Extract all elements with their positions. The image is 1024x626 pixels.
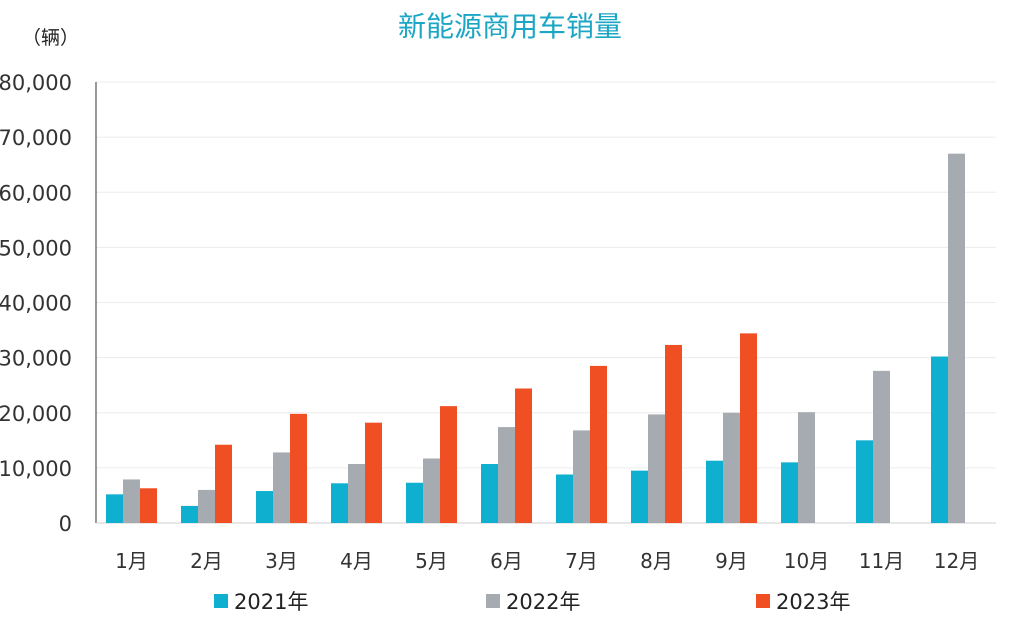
x-tick-label: 9月 (715, 549, 748, 573)
y-tick-label: 20,000 (0, 402, 72, 426)
x-tick-label: 2月 (190, 549, 223, 573)
bar (215, 444, 232, 523)
bar (573, 430, 590, 523)
y-tick-label: 70,000 (0, 126, 72, 150)
x-tick-label: 7月 (565, 549, 598, 573)
bar (631, 470, 648, 523)
bar (740, 333, 757, 523)
bar (723, 412, 740, 523)
x-tick-label: 11月 (859, 549, 904, 573)
legend-swatch (214, 594, 228, 608)
bar (273, 452, 290, 523)
y-tick-label: 80,000 (0, 71, 72, 95)
y-tick-label: 0 (59, 512, 72, 536)
bar (256, 491, 273, 523)
bar (481, 464, 498, 523)
bar (665, 344, 682, 523)
bar (948, 153, 965, 523)
bar (140, 488, 157, 523)
bar (873, 370, 890, 523)
bar (123, 479, 140, 523)
x-tick-label: 10月 (784, 549, 829, 573)
y-tick-label: 10,000 (0, 457, 72, 481)
bar (406, 482, 423, 523)
x-tick-label: 3月 (265, 549, 298, 573)
bar (106, 494, 123, 523)
x-tick-label: 6月 (490, 549, 523, 573)
bar (440, 406, 457, 523)
legend-swatch (756, 594, 770, 608)
legend-swatch (486, 594, 500, 608)
bar (348, 464, 365, 523)
legend-label: 2023年 (776, 590, 850, 614)
bar (290, 413, 307, 523)
y-unit-label: （辆） (22, 27, 79, 49)
bar (423, 458, 440, 523)
bar (781, 462, 798, 523)
bar (798, 412, 815, 523)
y-axis: 0 10,000 20,000 30,000 40,000 50,000 60,000 70,… (0, 71, 996, 536)
bar (498, 427, 515, 523)
bar (556, 474, 573, 523)
bar (198, 489, 215, 523)
gridlines (96, 81, 996, 469)
x-tick-label: 12月 (934, 549, 979, 573)
chart-title: 新能源商用车销量 (398, 10, 622, 43)
x-tick-label: 5月 (415, 549, 448, 573)
legend-label: 2022年 (506, 590, 580, 614)
bar (365, 422, 382, 523)
y-tick-label: 30,000 (0, 347, 72, 371)
x-tick-label: 8月 (640, 549, 673, 573)
y-tick-label: 40,000 (0, 292, 72, 316)
legend: 2021年 2022年 2023年 (214, 590, 850, 614)
bar (331, 483, 348, 523)
x-axis: 1月 2月 3月 4月 5月 6月 7月 8月 9月 10月 11月 12月 (115, 549, 979, 573)
bars (106, 153, 965, 523)
bar (856, 440, 873, 523)
bar (931, 356, 948, 523)
bar (515, 388, 532, 523)
bar (706, 460, 723, 523)
x-tick-label: 1月 (115, 549, 148, 573)
y-tick-label: 60,000 (0, 181, 72, 205)
bar (181, 505, 198, 523)
bar (590, 365, 607, 523)
y-tick-label: 50,000 (0, 236, 72, 260)
x-tick-label: 4月 (340, 549, 373, 573)
bar (648, 414, 665, 523)
legend-label: 2021年 (234, 590, 308, 614)
